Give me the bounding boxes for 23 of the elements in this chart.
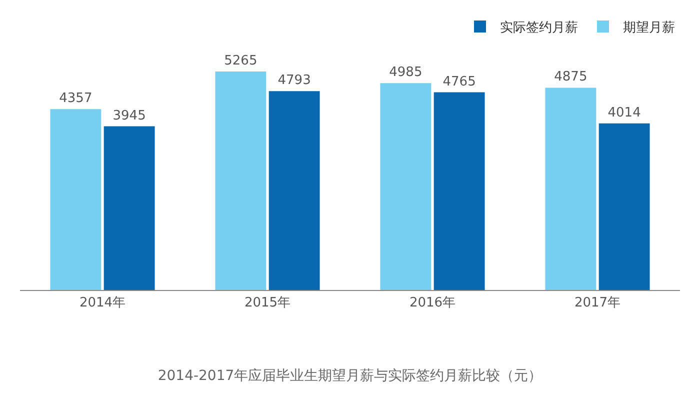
bar — [50, 109, 102, 290]
bar — [380, 83, 432, 290]
x-tick-label: 2016年 — [409, 296, 456, 311]
data-label: 4765 — [442, 74, 476, 90]
data-label: 5265 — [224, 54, 258, 68]
bar — [434, 92, 485, 290]
data-label: 4985 — [389, 65, 422, 80]
data-label: 3945 — [112, 108, 146, 124]
x-tick-label: 2017年 — [574, 296, 621, 311]
text: 2014-2017年应届毕业生期望月薪与实际签约月薪比较（元） — [158, 368, 542, 384]
legend-label: 实际签约月薪 — [500, 20, 578, 36]
data-label: 4793 — [278, 73, 311, 88]
data-label: 4014 — [608, 105, 641, 120]
data-label: 4357 — [59, 91, 92, 106]
legend-label: 期望月薪 — [623, 20, 675, 36]
x-tick-label: 2014年 — [79, 296, 126, 311]
data-label: 4875 — [554, 70, 588, 85]
x-tick-label: 2015年 — [244, 296, 291, 311]
bar — [545, 88, 596, 290]
bar — [268, 91, 320, 290]
bar — [104, 126, 155, 290]
bar — [598, 123, 650, 290]
bar — [215, 72, 266, 290]
